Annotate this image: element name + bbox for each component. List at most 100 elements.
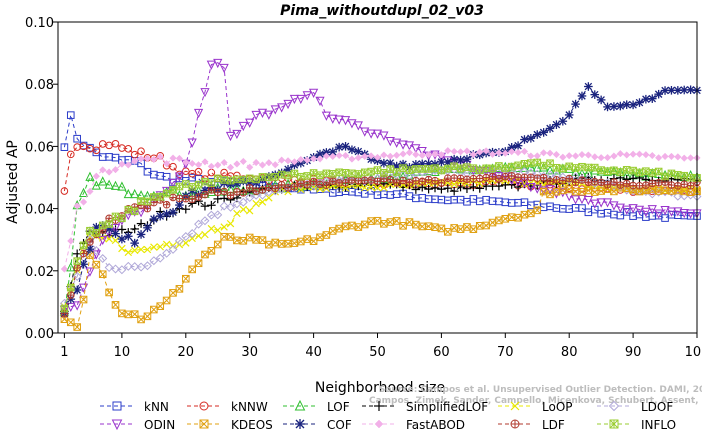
point-kdeos-68 xyxy=(488,218,497,227)
point-fastabod-48 xyxy=(361,152,369,160)
point-ldof-37 xyxy=(289,182,299,192)
point-cof-75 xyxy=(532,130,542,139)
point-ldf-73 xyxy=(520,173,529,182)
point-kdeos-54 xyxy=(399,222,407,230)
legend-item-knn: kNN xyxy=(100,400,169,414)
point-lof-84 xyxy=(590,165,600,175)
point-loop-12 xyxy=(130,246,139,255)
point-fastabod-2 xyxy=(67,237,75,245)
series-line-cof xyxy=(63,85,698,314)
legend-label-cof: COF xyxy=(327,418,352,432)
legend-label-knnw: kNNW xyxy=(231,400,268,414)
point-inflo-31 xyxy=(252,175,260,184)
point-kdeos-77 xyxy=(546,190,554,199)
point-odin-21 xyxy=(187,138,197,148)
legend-marker-knn xyxy=(112,401,122,411)
point-loop-31 xyxy=(252,199,260,208)
point-ldf-56 xyxy=(412,176,420,185)
point-inflo-15 xyxy=(150,193,158,201)
point-knn-17 xyxy=(162,172,171,181)
point-ldf-84 xyxy=(590,177,599,186)
point-fastabod-12 xyxy=(131,157,139,165)
point-kdeos-29 xyxy=(239,237,248,245)
point-kdeos-65 xyxy=(469,225,478,233)
point-inflo-70 xyxy=(501,164,510,173)
point-knnw-9 xyxy=(111,139,120,148)
point-simplifiedlof-56 xyxy=(411,185,421,194)
series-ldf xyxy=(60,171,701,318)
point-cof-91 xyxy=(635,98,644,107)
point-fastabod-45 xyxy=(341,151,350,160)
point-cof-14 xyxy=(143,223,152,233)
point-cof-17 xyxy=(162,209,171,219)
point-ldf-54 xyxy=(399,176,407,185)
point-loop-23 xyxy=(201,230,209,239)
y-tick-label-2: 0.04 xyxy=(25,203,54,218)
point-ldof-85 xyxy=(596,178,606,188)
point-loop-15 xyxy=(150,243,158,251)
point-ldof-15 xyxy=(149,256,159,266)
point-ldf-93 xyxy=(648,179,657,188)
point-fastabod-85 xyxy=(597,154,605,162)
point-cof-93 xyxy=(647,94,657,103)
point-fastabod-76 xyxy=(539,149,548,157)
point-ldf-40 xyxy=(309,177,318,186)
point-ldf-33 xyxy=(265,183,273,192)
point-inflo-96 xyxy=(667,169,676,178)
point-inflo-94 xyxy=(654,167,663,176)
point-fastabod-38 xyxy=(297,155,305,164)
point-fastabod-25 xyxy=(214,161,222,169)
point-kdeos-55 xyxy=(405,218,414,226)
point-ldof-12 xyxy=(130,262,140,272)
point-inflo-51 xyxy=(380,168,388,177)
point-ldf-25 xyxy=(213,188,222,197)
point-ldof-7 xyxy=(98,254,108,264)
point-fastabod-7 xyxy=(99,166,107,174)
point-loop-17 xyxy=(162,240,171,249)
point-loop-16 xyxy=(156,243,164,251)
point-ldof-18 xyxy=(168,244,178,254)
point-inflo-25 xyxy=(213,174,222,183)
point-odin-94 xyxy=(654,209,664,219)
point-ldf-90 xyxy=(629,181,637,190)
point-inflo-90 xyxy=(629,166,637,175)
legend-item-loop: LoOP xyxy=(498,400,573,414)
point-knn-48 xyxy=(360,190,369,198)
point-cof-83 xyxy=(584,82,593,91)
point-fastabod-96 xyxy=(667,152,676,161)
legend-marker-odin xyxy=(111,419,123,431)
point-fastabod-14 xyxy=(143,154,152,163)
point-ldf-18 xyxy=(169,193,177,202)
point-inflo-10 xyxy=(118,214,126,223)
point-ldf-46 xyxy=(348,176,356,184)
point-kdeos-45 xyxy=(341,222,350,231)
legend-marker-knnw xyxy=(199,401,209,411)
legend-marker-lof xyxy=(294,399,306,411)
point-loop-10 xyxy=(118,244,126,253)
point-kdeos-53 xyxy=(392,217,401,225)
legend-marker-kdeos xyxy=(199,419,209,429)
point-knn-6 xyxy=(92,148,101,157)
point-simplifiedlof-24 xyxy=(207,200,216,210)
point-cof-98 xyxy=(679,85,689,95)
point-fastabod-95 xyxy=(661,152,669,161)
point-fastabod-89 xyxy=(623,151,631,159)
point-fastabod-59 xyxy=(431,150,439,158)
point-ldof-62 xyxy=(449,164,459,174)
point-kdeos-42 xyxy=(322,231,331,239)
point-kdeos-62 xyxy=(450,224,458,232)
point-simplifiedlof-26 xyxy=(219,194,229,203)
point-fastabod-56 xyxy=(412,150,420,159)
point-odin-7 xyxy=(98,235,108,246)
point-fastabod-26 xyxy=(220,158,228,167)
point-ldf-58 xyxy=(424,175,433,184)
point-odin-44 xyxy=(334,115,344,125)
point-kdeos-17 xyxy=(162,296,171,305)
point-fastabod-77 xyxy=(546,149,554,157)
point-odin-45 xyxy=(340,116,351,126)
point-inflo-84 xyxy=(590,163,599,172)
point-ldof-99 xyxy=(686,190,696,200)
point-odin-22 xyxy=(193,108,204,119)
point-loop-26 xyxy=(220,223,228,231)
point-ldf-98 xyxy=(680,180,689,189)
